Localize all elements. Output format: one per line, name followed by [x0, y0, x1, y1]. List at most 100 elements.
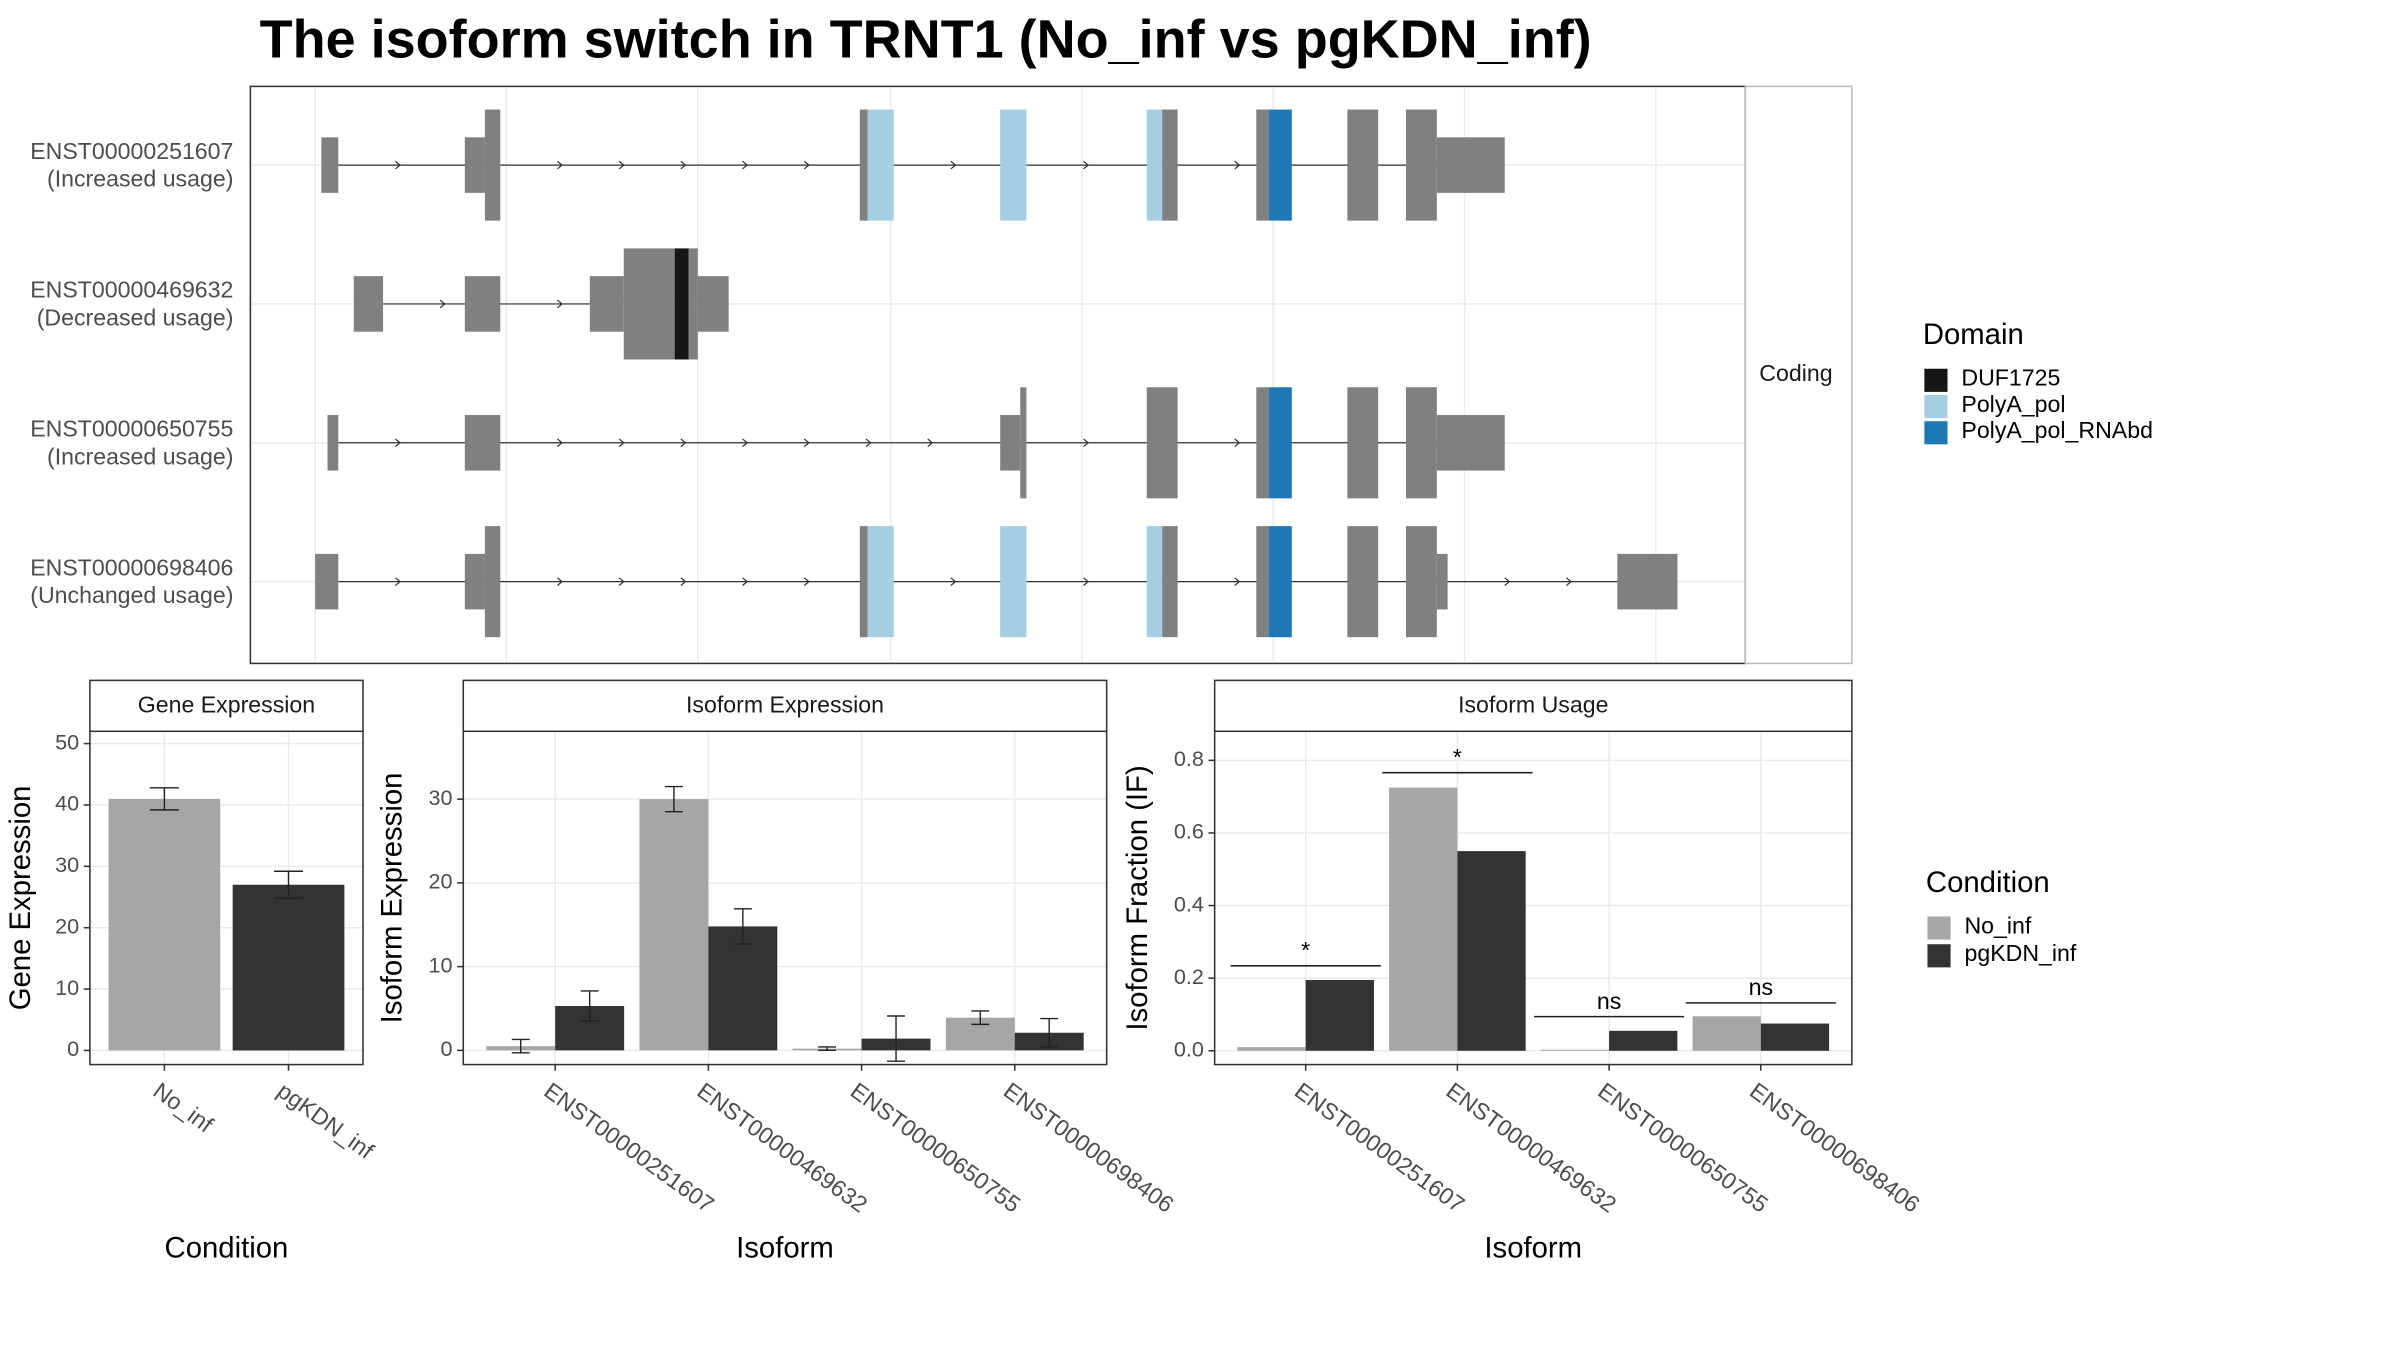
intron-arrow [680, 160, 687, 170]
legend-label: PolyA_pol_RNAbd [1961, 417, 2153, 443]
intron-arrow [439, 299, 446, 309]
exon [327, 415, 339, 471]
transcript-usage: (Increased usage) [47, 443, 233, 469]
bar [1760, 1023, 1830, 1051]
intron-arrow [950, 577, 957, 586]
y-tick-label: 10 [428, 952, 452, 977]
bar [1305, 979, 1374, 1051]
intron-arrow [1234, 577, 1241, 586]
intron-arrow [1083, 577, 1090, 586]
transcript-name: ENST00000650755 [30, 416, 233, 442]
y-tick-label: 20 [428, 869, 452, 894]
intron-arrow [395, 160, 401, 170]
panel-border [89, 730, 364, 1066]
intron-arrow [557, 438, 563, 448]
y-tick-label: 40 [55, 791, 79, 816]
legend-title: Domain [1923, 318, 2024, 351]
error-bar [887, 1015, 905, 1062]
exon [1256, 526, 1269, 638]
x-axis-title: Condition [165, 1231, 289, 1264]
intron-arrow [618, 438, 625, 448]
x-tick-label: No_inf [149, 1077, 219, 1138]
bar [1609, 1030, 1678, 1051]
intron-arrow [680, 577, 687, 586]
exon [1000, 415, 1021, 471]
transcript-name: ENST00000251607 [30, 138, 233, 164]
domain [1000, 526, 1027, 638]
x-tick-label: ENST00000698406 [999, 1077, 1179, 1217]
y-axis-title: Isoform Fraction (IF) [1121, 765, 1154, 1030]
exon [1436, 415, 1505, 471]
legend-label: PolyA_pol [1961, 391, 2065, 417]
transcript-usage: (Unchanged usage) [30, 582, 233, 608]
exon [688, 248, 698, 360]
exon [353, 276, 384, 332]
x-axis-title: Isoform [736, 1231, 834, 1264]
bar [708, 926, 778, 1051]
significance-label: ns [1749, 974, 1773, 1000]
y-tick-label: 20 [55, 913, 79, 938]
y-tick-label: 0.6 [1174, 819, 1204, 844]
title: The isoform switch in TRNT1 (No_inf vs p… [260, 9, 1592, 69]
legend-label: DUF1725 [1961, 365, 2060, 391]
intron-arrow [395, 577, 401, 586]
y-tick-label: 0.4 [1174, 891, 1204, 916]
exon [1617, 553, 1678, 610]
error-bar [664, 785, 683, 813]
y-tick-label: 0.2 [1174, 964, 1204, 989]
facet-title: Isoform Usage [1458, 692, 1608, 718]
facet-title: Isoform Expression [686, 692, 884, 718]
domain [1268, 526, 1292, 638]
intron-arrow [865, 438, 872, 448]
y-tick-label: 0.0 [1174, 1036, 1204, 1061]
transcript-usage: (Decreased usage) [37, 304, 234, 330]
x-tick-label: pgKDN_inf [273, 1077, 379, 1164]
exon [315, 553, 339, 610]
intron-arrow [927, 438, 934, 448]
facet-strip [1213, 679, 1853, 733]
legend-swatch [1927, 916, 1951, 940]
exon [464, 415, 501, 471]
legend-swatch [1924, 394, 1948, 419]
domain [867, 526, 894, 638]
bar [1692, 1016, 1761, 1051]
intron-arrow [803, 438, 810, 448]
legend-label: No_inf [1964, 912, 2031, 938]
legend-swatch [1924, 421, 1948, 445]
domain [1146, 526, 1163, 638]
exon [1347, 387, 1379, 499]
transcript-name: ENST00000698406 [30, 554, 233, 580]
exon [1020, 387, 1027, 499]
intron-arrow [950, 160, 957, 170]
error-bar [1040, 1017, 1059, 1048]
exon [1256, 109, 1269, 221]
y-axis-title: Gene Expression [4, 786, 37, 1011]
y-tick-label: 30 [55, 852, 79, 877]
exon [1162, 526, 1178, 638]
intron-arrow [1234, 160, 1241, 170]
legend-title: Condition [1926, 866, 2050, 899]
transcript-usage: (Increased usage) [47, 166, 233, 192]
intron-arrow [557, 299, 563, 309]
exon [1162, 109, 1178, 221]
error-bar [511, 1038, 530, 1054]
error-bar [818, 1046, 837, 1052]
bar [1237, 1047, 1306, 1051]
exon [1146, 387, 1178, 499]
exon [1405, 526, 1437, 638]
y-tick-label: 30 [428, 785, 452, 810]
bar [1457, 851, 1526, 1051]
facet-strip [1744, 85, 1853, 665]
exon [859, 109, 868, 221]
exon [321, 137, 339, 193]
transcript-name: ENST00000469632 [30, 277, 233, 303]
intron-arrow [1504, 577, 1511, 586]
panel-border [462, 730, 1108, 1066]
domain [674, 248, 689, 360]
exon [1405, 387, 1437, 499]
exon [1347, 109, 1379, 221]
panel-border [1213, 730, 1853, 1066]
exon [1436, 137, 1505, 193]
